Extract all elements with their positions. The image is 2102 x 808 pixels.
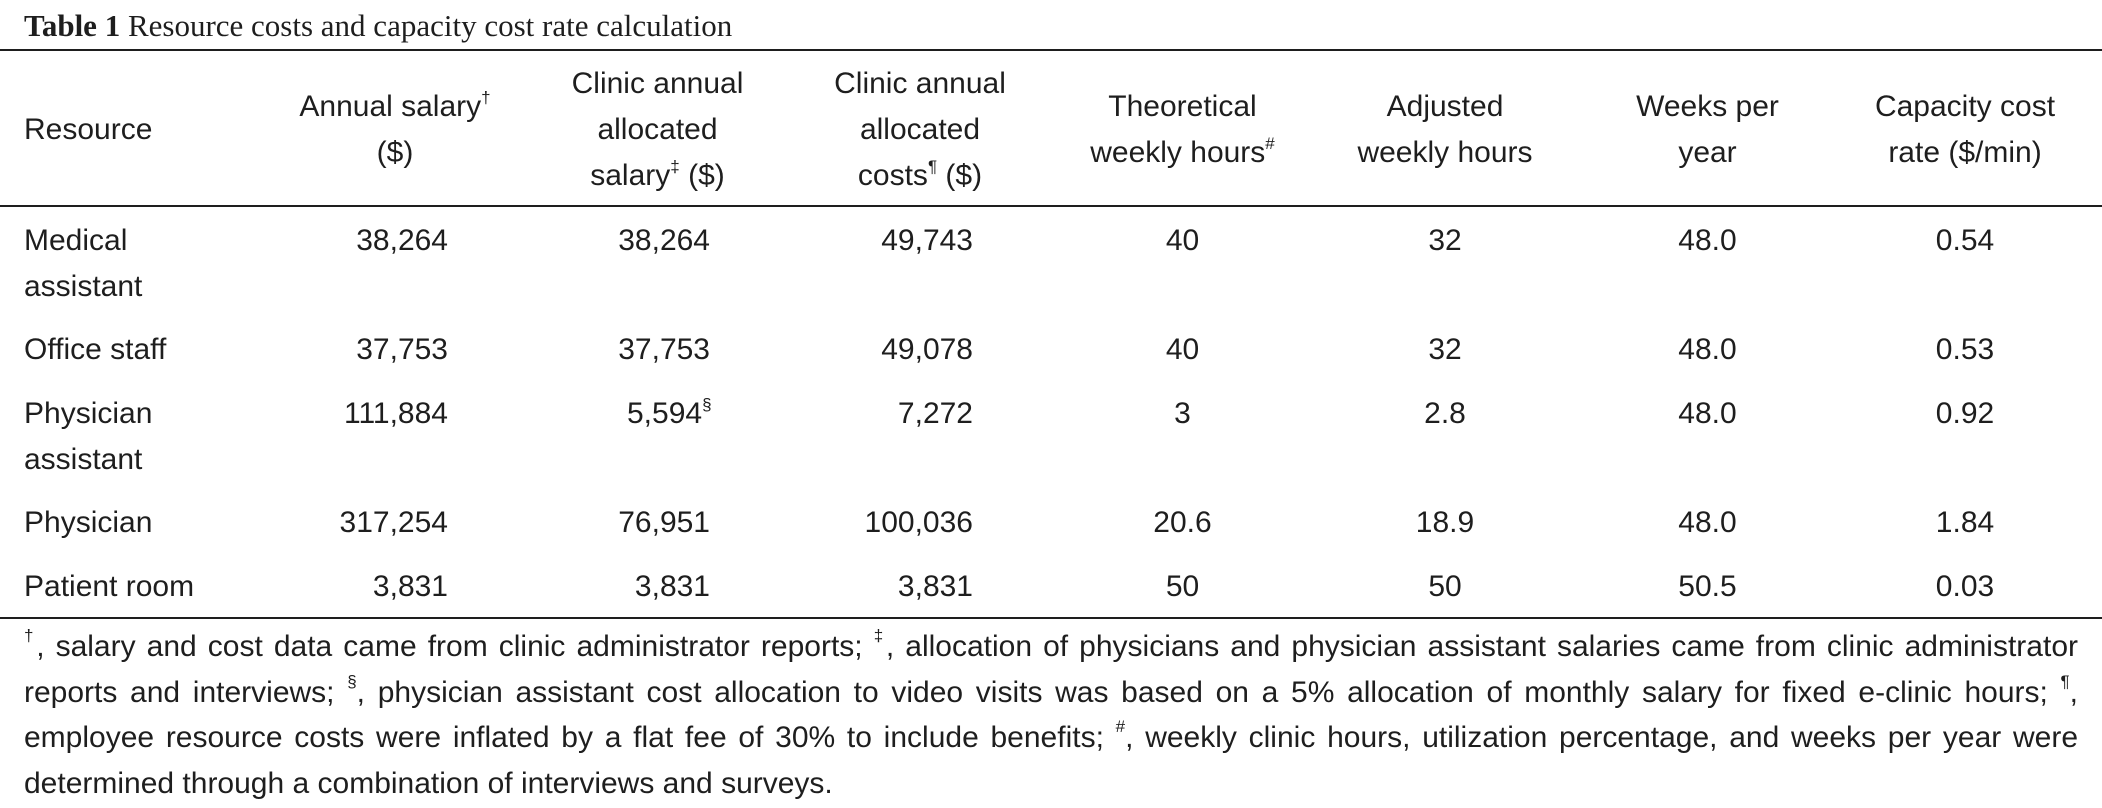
footnote-text-2: , allocation of physicians and physician… [24, 630, 2078, 709]
bottom-rule [0, 617, 2102, 619]
header-weeks-line2: year [1678, 136, 1737, 169]
cell-allocated-costs: 7,272 [897, 397, 973, 430]
cell-annual-salary: 111,884 [344, 397, 448, 430]
footnote-mark-hash: # [1115, 717, 1126, 736]
cell-ccr: 0.54 [1935, 224, 1995, 257]
footnote-mark-dagger: † [24, 626, 37, 645]
cell-allocated-costs: 49,743 [881, 224, 973, 257]
footnote-text-1: , salary and cost data came from clinic … [36, 630, 874, 663]
header-ccr-line1: Capacity cost [1874, 90, 2056, 123]
header-adjusted-line2: weekly hours [1357, 136, 1533, 169]
cell-weeks: 48.0 [1678, 397, 1737, 430]
cell-resource: Physician [24, 397, 153, 430]
cell-theoretical-hours: 50 [1165, 570, 1200, 603]
cell-allocated-costs: 3,831 [897, 570, 973, 603]
footnote-text-4: , employee resource costs were inflated … [24, 675, 2078, 755]
cell-resource: Patient room [24, 570, 195, 603]
cell-annual-salary: 38,264 [356, 224, 448, 257]
cell-adjusted-hours: 2.8 [1424, 397, 1466, 430]
cell-adjusted-hours: 50 [1428, 570, 1462, 603]
cell-allocated-costs: 100,036 [864, 506, 973, 539]
table-title: Table 1 Resource costs and capacity cost… [24, 8, 732, 44]
header-theoretical-line2: weekly hours# [1090, 134, 1275, 169]
cell-weeks: 50.5 [1678, 570, 1737, 603]
table-label: Table 1 [24, 8, 121, 43]
cell-ccr: 0.03 [1935, 570, 1995, 603]
footnote-mark-double-dagger: ‡ [873, 626, 886, 645]
cell-resource: Office staff [24, 333, 167, 366]
header-theoretical-line1: Theoretical [1108, 90, 1257, 123]
cell-allocated-salary: 37,753 [618, 333, 710, 366]
cell-adjusted-hours: 32 [1428, 333, 1462, 366]
cell-weeks: 48.0 [1678, 333, 1737, 366]
header-allocated-costs-line1: Clinic annual [834, 67, 1006, 100]
footnote-text-5: , weekly clinic hours, utilization perce… [24, 721, 2079, 800]
cell-allocated-salary: 5,594§ [627, 395, 712, 430]
cell-annual-salary: 3,831 [372, 570, 448, 603]
cell-allocated-costs: 49,078 [881, 333, 973, 366]
header-allocated-salary-line3: salary‡ ($) [590, 157, 725, 192]
cell-ccr: 0.53 [1935, 333, 1995, 366]
cell-resource: Medical [24, 224, 128, 257]
cell-weeks: 48.0 [1678, 506, 1737, 539]
top-rule [0, 49, 2102, 51]
cell-allocated-salary: 38,264 [618, 224, 710, 257]
table-caption: Resource costs and capacity cost rate ca… [127, 8, 733, 43]
footnote-text-3: , physician assistant cost allocation to… [356, 675, 2061, 709]
cell-resource: Physician [24, 506, 153, 539]
cell-annual-salary: 317,254 [339, 506, 448, 539]
header-annual-salary: Annual salary† [299, 88, 491, 123]
table-footnotes: †, salary and cost data came from clinic… [24, 624, 2078, 806]
cell-adjusted-hours: 32 [1428, 224, 1462, 257]
header-adjusted-line1: Adjusted [1386, 90, 1504, 123]
cell-ccr: 1.84 [1935, 506, 1995, 539]
cell-allocated-salary: 76,951 [618, 506, 710, 539]
header-rule [0, 205, 2102, 207]
cell-resource-cont: assistant [24, 270, 143, 303]
cell-ccr: 0.92 [1935, 397, 1995, 430]
cell-resource-cont: assistant [24, 443, 143, 476]
header-resource: Resource [24, 113, 153, 146]
header-annual-salary-unit: ($) [376, 136, 414, 169]
header-allocated-costs-line3: costs¶ ($) [857, 157, 983, 192]
header-allocated-salary-line2: allocated [597, 113, 718, 146]
header-ccr-line2: rate ($/min) [1888, 136, 2042, 169]
cell-adjusted-hours: 18.9 [1415, 506, 1475, 539]
cell-weeks: 48.0 [1678, 224, 1737, 257]
cell-theoretical-hours: 20.6 [1153, 506, 1212, 539]
cell-annual-salary: 37,753 [356, 333, 448, 366]
header-allocated-salary-line1: Clinic annual [571, 67, 744, 100]
cell-theoretical-hours: 3 [1174, 397, 1191, 430]
cell-theoretical-hours: 40 [1165, 333, 1200, 366]
footnote-mark-pilcrow: ¶ [2060, 671, 2070, 691]
footnote-mark-section: § [347, 671, 357, 691]
header-allocated-costs-line2: allocated [859, 113, 981, 146]
header-weeks-line1: Weeks per [1636, 90, 1779, 123]
cell-theoretical-hours: 40 [1165, 224, 1200, 257]
cell-allocated-salary: 3,831 [634, 570, 710, 603]
